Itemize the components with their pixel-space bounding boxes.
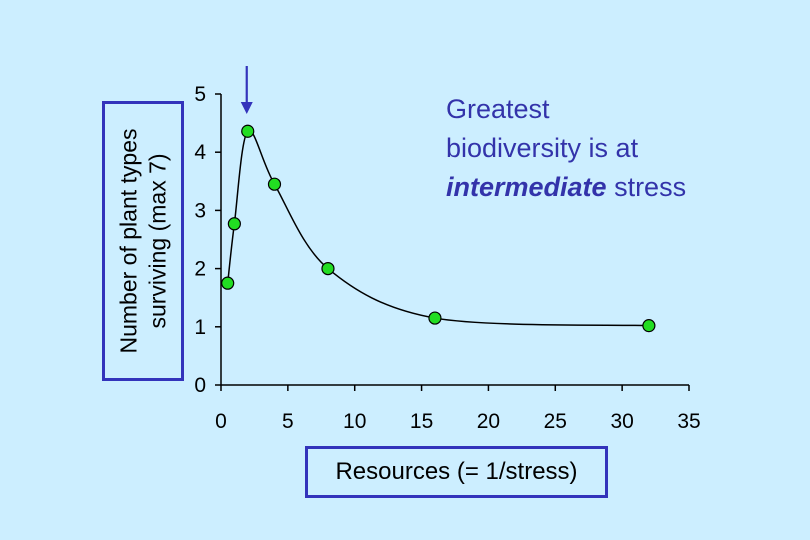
x-tick-label: 30: [610, 410, 633, 433]
y-axis-label-frame: [102, 101, 184, 381]
arrow-head: [240, 102, 253, 114]
annotation-rest: stress: [606, 172, 687, 202]
x-axis-label: Resources (= 1/stress): [305, 446, 608, 498]
y-tick-label: 3: [194, 199, 206, 222]
x-tick-label: 15: [410, 410, 433, 433]
y-tick-label: 4: [194, 141, 206, 164]
y-tick-label: 1: [194, 316, 206, 339]
x-tick-label: 10: [343, 410, 366, 433]
data-point: [241, 124, 255, 138]
data-point: [221, 276, 235, 290]
series-line: [226, 129, 649, 327]
down-arrow-icon: [240, 66, 253, 114]
annotation: Greatest biodiversity is at intermediate…: [446, 90, 776, 207]
annotation-line-1: Greatest: [446, 94, 550, 124]
x-tick-label: 0: [215, 410, 227, 433]
data-point: [642, 319, 656, 333]
y-tick-label: 5: [194, 83, 206, 106]
y-tick-label: 0: [194, 374, 206, 397]
data-point: [428, 311, 442, 325]
annotation-emphasis: intermediate: [446, 172, 607, 202]
x-tick-label: 25: [544, 410, 567, 433]
x-tick-label: 20: [477, 410, 500, 433]
data-point: [321, 262, 335, 276]
y-tick-label: 2: [194, 258, 206, 281]
data-point: [227, 217, 241, 231]
data-point: [267, 177, 282, 191]
y-axis-label: Number of plant types surviving (max 7): [102, 101, 184, 381]
annotation-line-3: intermediate stress: [446, 168, 776, 207]
y-axis-label-line-1: Number of plant types: [115, 128, 142, 354]
y-axis-label-line-2: surviving (max 7): [144, 153, 171, 329]
annotation-line-2: biodiversity is at: [446, 133, 639, 163]
axes: [220, 94, 689, 386]
x-tick-label: 5: [282, 410, 294, 433]
ticks: 0 1 2 3 4 5 0 5 10 15 20 25 30 35: [194, 83, 700, 433]
x-tick-label: 35: [677, 410, 700, 433]
data-points: [221, 124, 656, 333]
